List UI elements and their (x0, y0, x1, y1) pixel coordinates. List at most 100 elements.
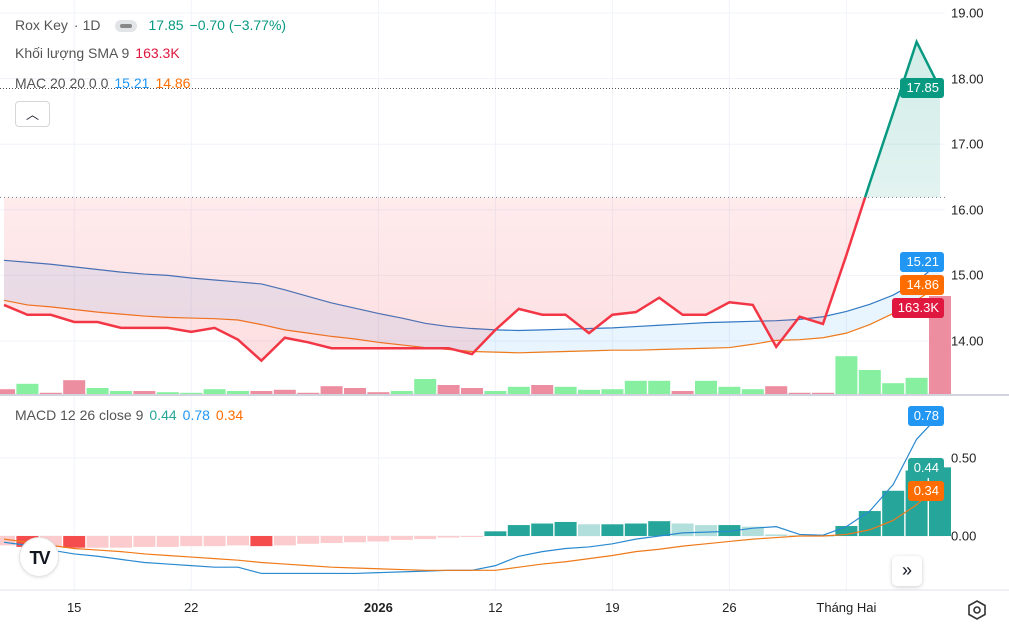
macd-axis-label: 0.50 (951, 450, 977, 466)
volume-bar (601, 389, 624, 394)
chevron-up-icon: ︿ (25, 107, 39, 122)
macd-histogram-bar (320, 536, 343, 544)
mac-lower-value: 14.86 (155, 75, 191, 91)
price-change: −0.70 (−3.77%) (189, 17, 287, 33)
macd-histogram-bar (695, 525, 717, 536)
macd-histogram-bar (461, 536, 483, 537)
price-line-below (3, 197, 867, 363)
settings-gear-icon[interactable] (967, 600, 987, 620)
double-chevron-right-icon: » (901, 560, 912, 580)
macd-histogram-bar (624, 523, 647, 536)
macd-histogram-bar (882, 490, 905, 536)
volume-bar (63, 380, 86, 394)
macd-histogram-bar (765, 534, 788, 536)
volume-bar (507, 386, 530, 394)
scroll-to-realtime-button[interactable]: » (892, 556, 922, 586)
macd-histogram-bar (367, 536, 390, 542)
time-axis-label: 22 (183, 600, 199, 615)
volume-bar (578, 389, 600, 394)
time-axis-label: Tháng Hai (816, 600, 877, 615)
volume-bar (554, 386, 577, 394)
volume-bar (624, 380, 647, 394)
macd-histogram-bar (414, 536, 437, 540)
macd-line-value: 0.78 (182, 407, 210, 423)
separator-dot: · (73, 17, 79, 33)
macd-histogram-bar (648, 521, 671, 536)
volume-bar (858, 369, 881, 394)
price-axis-label: 15.00 (951, 267, 984, 283)
macd-histogram-bar (297, 536, 320, 544)
volume-bar (344, 387, 366, 394)
mac-lower-tag: 14.86 (900, 275, 944, 295)
macd-histogram-bar (390, 536, 413, 540)
price-axis-label: 19.00 (951, 5, 984, 21)
volume-bar (437, 384, 460, 394)
macd-line-tag: 0.78 (907, 406, 944, 426)
volume-bar (297, 392, 320, 394)
volume-bar (0, 389, 15, 394)
macd-hist-value: 0.44 (149, 407, 177, 423)
macd-signal-tag: 0.34 (907, 481, 944, 501)
macd-histogram-bar (437, 536, 460, 538)
macd-histogram-bar (180, 536, 203, 547)
volume-bar (671, 390, 694, 394)
macd-histogram-bar (718, 525, 741, 536)
collapse-legend-button[interactable]: ︿ (15, 101, 50, 127)
volume-bar (765, 386, 788, 394)
volume-bar (320, 386, 343, 394)
volume-bar (929, 296, 951, 394)
macd-histogram-bar (484, 531, 507, 536)
tradingview-logo[interactable]: TV (19, 537, 59, 577)
macd-histogram-bar (156, 536, 179, 547)
time-axis-label: 12 (488, 600, 503, 615)
volume-label: Khối lượng SMA 9 (15, 45, 130, 61)
macd-legend[interactable]: MACD 12 26 close 9 0.44 0.78 0.34 (15, 407, 249, 423)
mac-legend[interactable]: MAC 20 20 0 0 15.21 14.86 (15, 75, 196, 91)
macd-label: MACD 12 26 close 9 (15, 407, 144, 423)
price-axis-label: 14.00 (951, 333, 984, 349)
volume-bar (367, 392, 390, 394)
macd-histogram-bar (344, 536, 366, 543)
macd-histogram-bar (601, 524, 624, 536)
volume-bar (273, 389, 296, 394)
volume-legend[interactable]: Khối lượng SMA 9 163.3K (15, 45, 186, 61)
main-legend: Rox Key · 1D 17.85 −0.70 (−3.77%) (15, 17, 292, 33)
price-area-below (4, 197, 940, 361)
last-price: 17.85 (148, 17, 184, 33)
volume-bar (16, 383, 39, 394)
macd-histogram-bar (0, 536, 15, 546)
macd-histogram-bar (835, 526, 858, 536)
volume-bar (741, 389, 764, 394)
volume-bar (250, 390, 273, 394)
macd-histogram-bar (531, 523, 554, 536)
macd-signal-value: 0.34 (215, 407, 244, 423)
volume-bar (86, 387, 109, 394)
volume-bar (718, 386, 741, 394)
time-axis-label: 15 (66, 600, 82, 615)
macd-histogram-bar (507, 525, 530, 536)
volume-bar (484, 390, 507, 394)
macd-hist-tag: 0.44 (907, 458, 944, 478)
volume-bar (227, 390, 249, 394)
volume-bar (203, 389, 226, 394)
macd-signal-line (3, 482, 941, 571)
macd-histogram-bar (858, 511, 881, 536)
volume-bar (180, 392, 203, 394)
symbol-name[interactable]: Rox Key (15, 17, 68, 33)
time-axis-label: 26 (722, 600, 737, 615)
time-axis-label: 2026 (363, 600, 393, 615)
price-axis-label: 16.00 (951, 202, 984, 218)
volume-tag: 163.3K (891, 298, 944, 318)
price-axis-label: 17.00 (951, 136, 984, 152)
macd-histogram-bar (273, 536, 296, 546)
macd-histogram-bar (133, 536, 156, 547)
hide-icon[interactable] (114, 20, 137, 33)
macd-histogram-bar (578, 524, 600, 536)
macd-histogram-bar (741, 526, 764, 536)
volume-bar (390, 390, 413, 394)
volume-bar (133, 390, 156, 394)
volume-bar (695, 380, 717, 394)
interval[interactable]: 1D (82, 17, 101, 33)
volume-bar (882, 383, 905, 394)
